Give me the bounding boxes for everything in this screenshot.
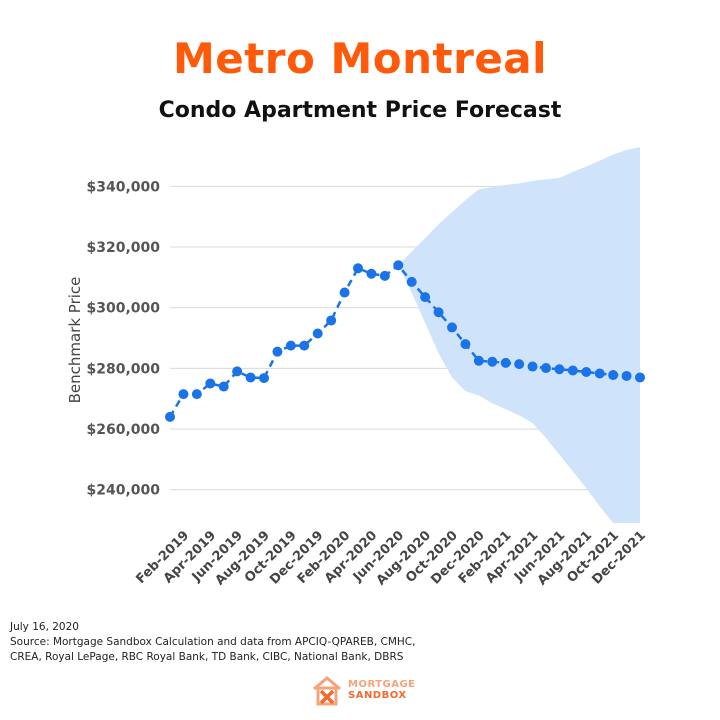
footer-source-line-2: CREA, Royal LePage, RBC Royal Bank, TD B…	[10, 651, 404, 663]
y-tick-label: $240,000	[86, 483, 160, 499]
data-point	[541, 363, 551, 374]
logo-text-line-1: MORTGAGE	[348, 679, 416, 690]
mortgage-sandbox-logo: MORTGAGE SANDBOX	[310, 672, 416, 708]
data-point	[406, 276, 417, 287]
y-tick-label: $300,000	[86, 301, 160, 317]
price-forecast-chart: $240,000 $260,000 $280,000 $300,000 $320,000…	[66, 146, 649, 588]
forecast-range-band	[398, 146, 640, 524]
footer: July 16, 2020 Source: Mortgage Sandbox C…	[10, 620, 415, 665]
y-axis-label: Benchmark Price	[66, 277, 84, 404]
data-point	[420, 292, 431, 303]
data-point	[594, 368, 605, 379]
data-point	[554, 364, 565, 375]
footer-source-line-1: Source: Mortgage Sandbox Calculation and…	[10, 636, 416, 648]
series-line	[168, 263, 641, 418]
data-point	[312, 328, 323, 339]
house-x-logo-icon	[313, 676, 341, 706]
data-point	[232, 366, 243, 377]
data-point	[433, 307, 444, 318]
y-tick-label: $280,000	[86, 361, 160, 377]
data-point	[326, 315, 337, 326]
data-point	[299, 340, 310, 351]
data-point	[473, 355, 484, 366]
chart-subtitle: Condo Apartment Price Forecast	[158, 98, 562, 123]
data-point	[635, 372, 645, 383]
data-point	[178, 389, 189, 400]
y-tick-label: $260,000	[86, 422, 160, 438]
data-point	[353, 263, 363, 274]
data-point	[339, 287, 350, 298]
data-point	[460, 339, 471, 350]
data-point	[259, 373, 269, 384]
data-point	[621, 370, 632, 381]
data-point	[379, 270, 390, 281]
data-point	[191, 389, 202, 400]
data-point	[218, 381, 229, 392]
y-tick-label: $320,000	[86, 240, 160, 256]
data-point	[581, 367, 592, 377]
data-point	[285, 340, 296, 351]
data-point	[245, 372, 256, 383]
footer-date: July 16, 2020	[10, 621, 79, 633]
data-point	[527, 361, 538, 372]
data-point	[205, 378, 216, 389]
data-point	[567, 365, 578, 376]
data-point	[447, 322, 457, 333]
y-tick-label: $340,000	[86, 179, 160, 195]
data-point	[514, 359, 525, 370]
data-point	[272, 346, 283, 357]
data-point	[500, 357, 511, 368]
data-point	[487, 356, 498, 367]
data-point	[608, 370, 619, 381]
data-point	[165, 411, 175, 422]
logo-text-line-2: SANDBOX	[348, 690, 407, 701]
chart-title: Metro Montreal	[172, 34, 548, 83]
data-point	[393, 260, 404, 271]
data-point	[366, 268, 377, 279]
